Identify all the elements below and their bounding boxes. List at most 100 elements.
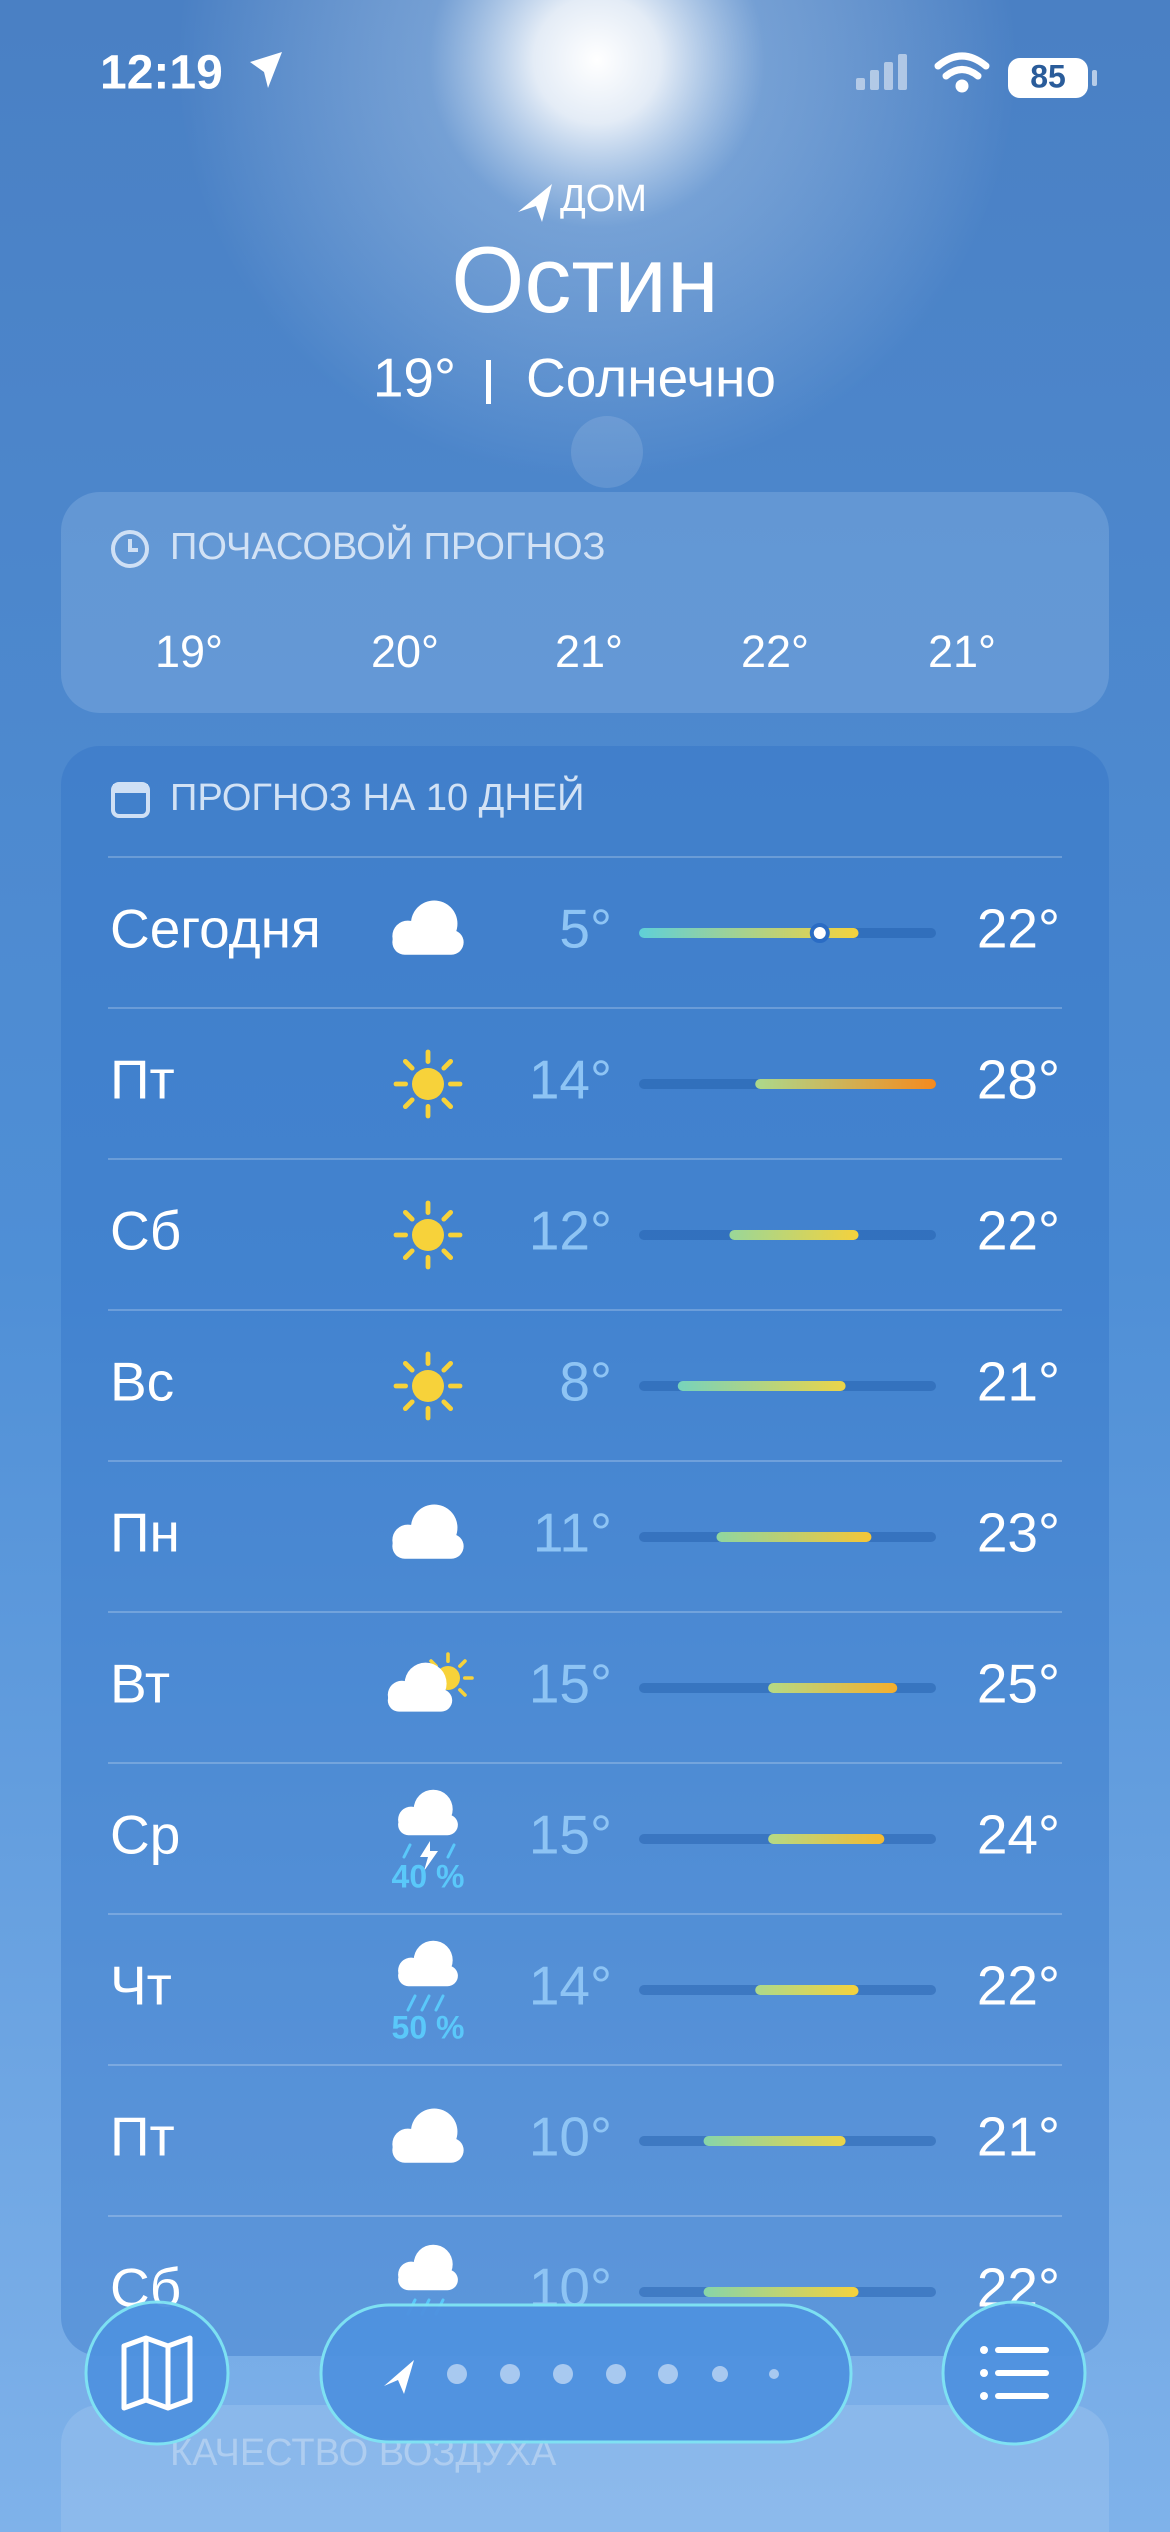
temp-range-bar: [768, 1683, 898, 1693]
high-temp: 23°: [977, 1502, 1060, 1564]
cloud-part: [398, 2269, 458, 2291]
day-name: Пт: [110, 2106, 175, 2168]
temp-range-bar: [677, 1381, 846, 1391]
day-name: Вт: [110, 1653, 170, 1715]
sun: [393, 1351, 463, 1421]
sun-ray: [441, 1058, 454, 1071]
city: Остин: [451, 227, 719, 332]
battery-level: 85: [1030, 58, 1066, 94]
sun-ray: [458, 1688, 467, 1697]
day-name: Чт: [110, 1955, 172, 2017]
low-temp: 14°: [529, 1049, 612, 1111]
temp-range-bar: [703, 2136, 846, 2146]
condition: Солнечно: [526, 347, 776, 409]
hourly-temp: 21°: [555, 626, 623, 677]
low-temp: 5°: [559, 898, 612, 960]
high-temp: 22°: [977, 1200, 1060, 1262]
lightning: [420, 1841, 438, 1871]
high-temp: 21°: [977, 1351, 1060, 1413]
day-row: Чт 50 % 14° 22°: [108, 1913, 1062, 2045]
day-name: Вс: [110, 1351, 174, 1413]
day-row: Пн 11° 23°: [108, 1460, 1062, 1564]
clock-icon: [111, 530, 149, 568]
calendar-icon: [111, 782, 150, 818]
cloud: [387, 1662, 453, 1712]
day-row: Ср 40 % 15° 24°: [108, 1762, 1062, 1894]
separator: [486, 360, 491, 404]
day-row: Вт 15° 25°: [108, 1611, 1062, 1715]
day-row: Сегодня 5° 22°: [108, 856, 1062, 960]
cloud: [398, 2244, 458, 2291]
day-row: Сб 10° 22°: [108, 2215, 1062, 2319]
low-temp: 8°: [559, 1351, 612, 1413]
cloud: [392, 1504, 464, 1559]
temp-range-bar: [639, 928, 859, 938]
temp-range-bar: [768, 1834, 885, 1844]
sun-ray: [441, 1209, 454, 1222]
temp-range-bar: [716, 1532, 872, 1542]
sun: [393, 1049, 463, 1119]
list-button[interactable]: [941, 2300, 1087, 2446]
hourly-card: [61, 492, 1109, 713]
battery: [1008, 58, 1088, 98]
home-arrow: [518, 184, 552, 222]
sun-ray: [402, 1360, 415, 1373]
status-time: 12:19: [100, 47, 223, 100]
sun-core: [412, 1219, 444, 1251]
cloud: [398, 1940, 458, 1987]
day-name: Пн: [110, 1502, 180, 1564]
weather-icon: [393, 1351, 463, 1421]
sun-ray: [441, 1248, 454, 1261]
wifi: [934, 52, 990, 93]
day-row: Вс 8° 21°: [108, 1309, 1062, 1421]
day-name: Сегодня: [110, 898, 321, 960]
low-temp: 11°: [533, 1502, 612, 1564]
temp-range-bar: [729, 1230, 859, 1240]
hourly-temp: 20°: [371, 626, 439, 677]
cloud-part: [398, 1965, 458, 1987]
cloud: [392, 2108, 464, 2163]
sun-ray: [458, 1659, 467, 1668]
raindrop: [420, 1994, 431, 2012]
precip-chance: 40 %: [392, 1858, 465, 1894]
low-temp: 14°: [529, 1955, 612, 2017]
cloud-part: [387, 1689, 453, 1712]
day-name: Сб: [110, 1200, 181, 1262]
temp-range-bar: [755, 1985, 859, 1995]
current-temp-dot: [809, 923, 830, 943]
current-temp: 19°: [373, 347, 456, 409]
cloud-part: [392, 2137, 464, 2163]
location-label: ДОМ: [560, 178, 647, 220]
lens-flare: [571, 416, 643, 488]
low-temp: 15°: [529, 1653, 612, 1715]
sun-core: [412, 1068, 444, 1100]
cloud-part: [398, 1814, 458, 1836]
sun-ray: [441, 1097, 454, 1110]
weather-icon: [392, 900, 464, 955]
sun-ray: [441, 1399, 454, 1412]
precip-chance: 50 %: [392, 2009, 465, 2045]
weather-icon: [393, 1049, 463, 1119]
cloud: [392, 900, 464, 955]
sun-core: [412, 1370, 444, 1402]
weather-icon: [393, 1200, 463, 1270]
page-indicator[interactable]: [319, 2303, 853, 2444]
day-row: Пт 10° 21°: [108, 2064, 1062, 2168]
raindrop: [446, 1843, 456, 1859]
temp-range-bar: [703, 2287, 859, 2297]
map-button[interactable]: [84, 2300, 230, 2446]
high-temp: 21°: [977, 2106, 1060, 2168]
cloud: [398, 1789, 458, 1836]
high-temp: 24°: [977, 1804, 1060, 1866]
high-temp: 28°: [977, 1049, 1060, 1111]
air-quality-card: [61, 2405, 1109, 2532]
battery-tip: [1092, 70, 1097, 86]
low-temp: 12°: [529, 1200, 612, 1262]
daily-list: Сегодня 5° 22° Пт 14° 28° Сб 12° 22° Вс 8° 21° Пн 11°…: [108, 856, 1062, 2319]
location-arrow: [250, 52, 282, 88]
high-temp: 22°: [977, 1955, 1060, 2017]
day-name: Ср: [110, 1804, 180, 1866]
cloud-part: [392, 929, 464, 955]
raindrop: [434, 1994, 445, 2012]
weather-icon: [398, 1789, 458, 1871]
